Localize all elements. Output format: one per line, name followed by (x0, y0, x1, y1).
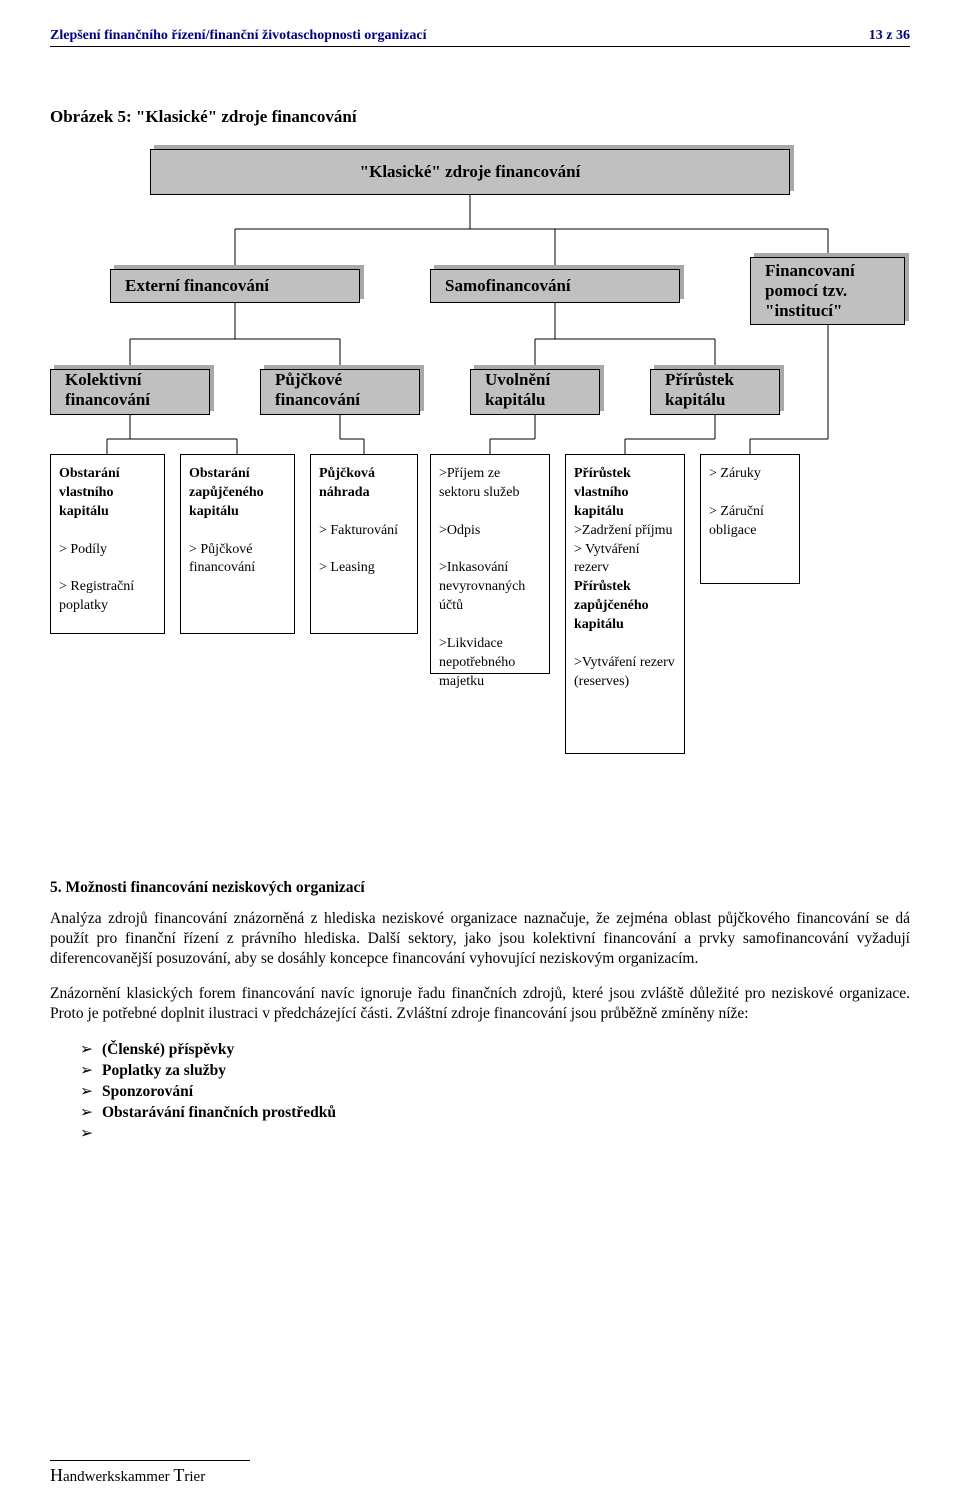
paragraph: Analýza zdrojů financování znázorněná z … (50, 909, 910, 968)
chart-node: Financovaní pomocí tzv. "institucí" (750, 257, 905, 325)
chart-leaf: Obstarání zapůjčeného kapitálu > Půjčkov… (180, 454, 295, 634)
chart-node: "Klasické" zdroje financování (150, 149, 790, 195)
header-right: 13 z 36 (869, 28, 910, 44)
running-header: Zlepšení finančního řízení/finanční živo… (50, 28, 910, 47)
bullet-item: Obstarávání finančních prostředků (102, 1103, 910, 1122)
section-title: 5. Možnosti financování neziskových orga… (50, 879, 910, 897)
bullet-list: (Členské) příspěvky Poplatky za služby Spo… (50, 1040, 910, 1143)
chart-node: Kolektivní financování (50, 369, 210, 415)
chart-leaf: > Záruky > Záruční obligace (700, 454, 800, 584)
chart-node: Přírůstek kapitálu (650, 369, 780, 415)
bullet-item (102, 1124, 910, 1143)
chart-node: Samofinancování (430, 269, 680, 303)
body-text: 5. Možnosti financování neziskových orga… (50, 879, 910, 1143)
org-chart: "Klasické" zdroje financování Externí fin… (50, 149, 910, 819)
chart-leaf: Půjčková náhrada > Fakturování > Leasing (310, 454, 418, 634)
chart-node: Externí financování (110, 269, 360, 303)
chart-leaf: >Příjem ze sektoru služeb >Odpis >Inkaso… (430, 454, 550, 674)
figure-caption: Obrázek 5: "Klasické" zdroje financování (50, 107, 910, 127)
chart-node: Uvolnění kapitálu (470, 369, 600, 415)
footer-org-name: Handwerkskammer Trier (50, 1465, 910, 1486)
chart-leaf: Obstarání vlastního kapitálu > Podíly > … (50, 454, 165, 634)
paragraph: Znázornění klasických forem financování … (50, 984, 910, 1024)
bullet-item: (Členské) příspěvky (102, 1040, 910, 1059)
chart-leaf: Přírůstek vlastního kapitálu>Zadržení př… (565, 454, 685, 754)
chart-node: Půjčkové financování (260, 369, 420, 415)
footer: Handwerkskammer Trier (50, 1460, 910, 1486)
header-left: Zlepšení finančního řízení/finanční živo… (50, 28, 426, 44)
bullet-item: Sponzorování (102, 1082, 910, 1101)
bullet-item: Poplatky za služby (102, 1061, 910, 1080)
